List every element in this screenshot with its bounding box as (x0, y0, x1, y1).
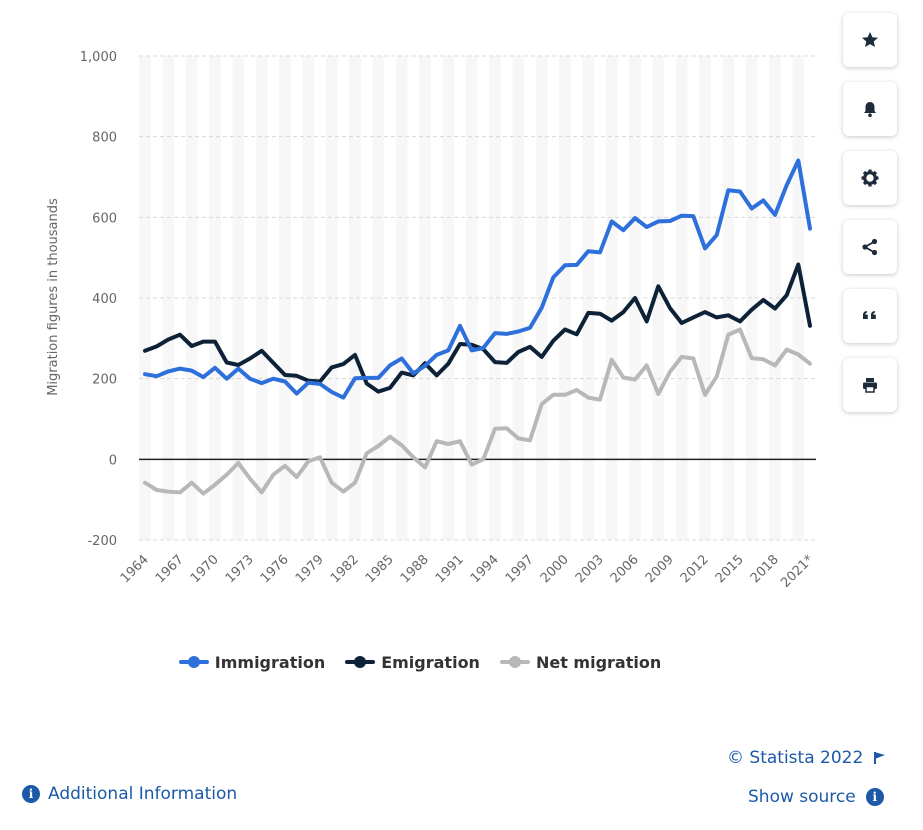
legend-swatch-net-migration (499, 652, 530, 672)
x-tick-label: 2003 (573, 552, 607, 586)
legend-item-net-migration[interactable]: Net migration (499, 652, 662, 672)
additional-information-link[interactable]: i Additional Information (22, 784, 237, 804)
x-tick-label: 1967 (153, 552, 187, 586)
background-band (489, 56, 501, 540)
favorite-button[interactable] (843, 13, 897, 67)
x-tick-label: 1976 (258, 552, 292, 586)
y-tick-label: 400 (92, 292, 117, 307)
y-tick-label: 1,000 (80, 50, 117, 65)
series-line-emigration[interactable] (143, 262, 812, 394)
background-band (419, 56, 431, 540)
share-icon (862, 238, 878, 256)
side-toolbar (843, 13, 897, 427)
background-band (209, 56, 221, 540)
legend-label-immigration: Immigration (214, 652, 326, 672)
x-tick-label: 1964 (118, 552, 152, 586)
x-tick-label: 2015 (713, 552, 747, 586)
x-tick-label: 1973 (223, 552, 257, 586)
x-tick-label: 2018 (748, 552, 782, 586)
background-band (349, 56, 361, 540)
x-axis-tick-labels: 1964 1967 1970 1973 1976 1979 1982 1985 1988 1991… (118, 552, 817, 591)
background-band (699, 56, 711, 540)
info-icon: i (22, 785, 40, 803)
x-tick-label: 1970 (188, 552, 222, 586)
y-tick-label: 200 (92, 373, 117, 388)
settings-button[interactable] (843, 151, 897, 205)
bell-icon (864, 102, 876, 117)
series-line-net-migration[interactable] (143, 327, 812, 496)
legend: Immigration Emigration Net migration (0, 652, 840, 672)
star-icon (862, 32, 878, 47)
x-tick-label: 1988 (398, 552, 432, 586)
y-tick-label: -200 (87, 534, 117, 549)
background-band (139, 56, 151, 540)
show-source-text: Show source (748, 787, 856, 807)
copyright-link[interactable]: © Statista 2022 (727, 748, 887, 768)
legend-label-emigration: Emigration (381, 652, 480, 672)
x-tick-label: 1982 (328, 552, 362, 586)
quote-icon (863, 311, 876, 319)
notification-button[interactable] (843, 82, 897, 136)
x-tick-label: 1997 (503, 552, 537, 586)
x-tick-label: 2021* (778, 552, 817, 591)
y-tick-label: 600 (92, 211, 117, 226)
background-band (769, 56, 781, 540)
show-source-link[interactable]: Show source i (748, 787, 884, 807)
y-axis-title: Migration figures in thousands (46, 198, 61, 396)
copyright-text: © Statista 2022 (727, 748, 864, 768)
legend-label-net-migration: Net migration (535, 652, 662, 672)
y-tick-label: 0 (109, 453, 117, 468)
print-button[interactable] (843, 358, 897, 412)
y-tick-label: 800 (92, 131, 117, 146)
info-icon: i (865, 788, 884, 806)
x-tick-label: 1991 (433, 552, 467, 586)
x-tick-label: 2009 (643, 552, 677, 586)
share-button[interactable] (843, 220, 897, 274)
x-tick-label: 1979 (293, 552, 327, 586)
series-lines (143, 158, 812, 496)
legend-item-emigration[interactable]: Emigration (345, 652, 480, 672)
additional-information-text: Additional Information (48, 784, 238, 804)
legend-item-immigration[interactable]: Immigration (178, 652, 326, 672)
background-band (279, 56, 291, 540)
series-line-immigration[interactable] (143, 158, 812, 400)
background-band (559, 56, 571, 540)
x-tick-label: 2006 (608, 552, 642, 586)
legend-swatch-emigration (345, 652, 376, 672)
printer-icon (863, 378, 877, 393)
x-tick-label: 2012 (678, 552, 712, 586)
legend-swatch-immigration (178, 652, 209, 672)
x-tick-label: 1994 (468, 552, 502, 586)
x-tick-label: 2000 (538, 552, 572, 586)
gear-icon (861, 169, 879, 187)
cite-button[interactable] (843, 289, 897, 343)
gridlines (139, 55, 816, 541)
y-axis-tick-labels: -200 0 200 400 600 800 1,000 (80, 50, 117, 549)
x-tick-label: 1985 (363, 552, 397, 586)
flag-icon (874, 752, 886, 764)
